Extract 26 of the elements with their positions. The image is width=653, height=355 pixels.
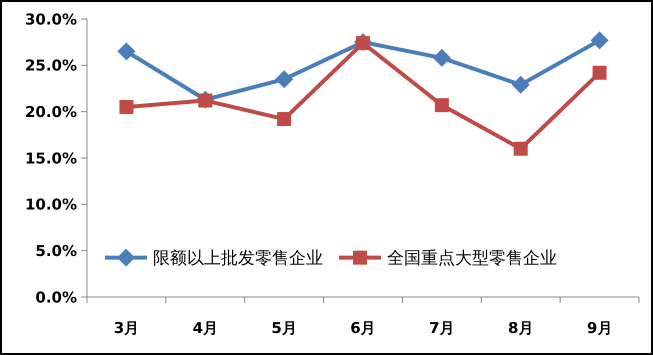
- point: [275, 70, 294, 88]
- y-tick-label: 20.0%: [24, 102, 77, 121]
- x-tick-label: 5月: [271, 319, 297, 337]
- y-tick-label: 30.0%: [24, 10, 77, 28]
- x-tick-label: 9月: [586, 319, 612, 337]
- point: [117, 42, 136, 60]
- point: [277, 112, 292, 126]
- x-tick-label: 4月: [192, 319, 218, 337]
- y-tick-label: 0.0%: [35, 288, 77, 306]
- point: [434, 98, 449, 112]
- point: [512, 76, 530, 94]
- legend-label: 限额以上批发零售企业: [153, 248, 323, 269]
- y-tick-label: 5.0%: [35, 242, 77, 260]
- legend-label: 全国重点大型零售企业: [387, 248, 557, 269]
- point: [432, 48, 451, 67]
- point: [592, 66, 607, 80]
- point: [119, 100, 134, 114]
- x-tick-label: 7月: [429, 319, 455, 337]
- y-tick-label: 10.0%: [24, 196, 77, 214]
- point: [514, 142, 528, 156]
- x-tick-label: 3月: [114, 319, 140, 337]
- x-tick-label: 8月: [508, 319, 534, 337]
- x-tick-label: 6月: [350, 319, 376, 337]
- y-tick-label: 15.0%: [24, 149, 77, 168]
- point: [590, 31, 609, 50]
- y-tick-label: 25.0%: [24, 56, 77, 75]
